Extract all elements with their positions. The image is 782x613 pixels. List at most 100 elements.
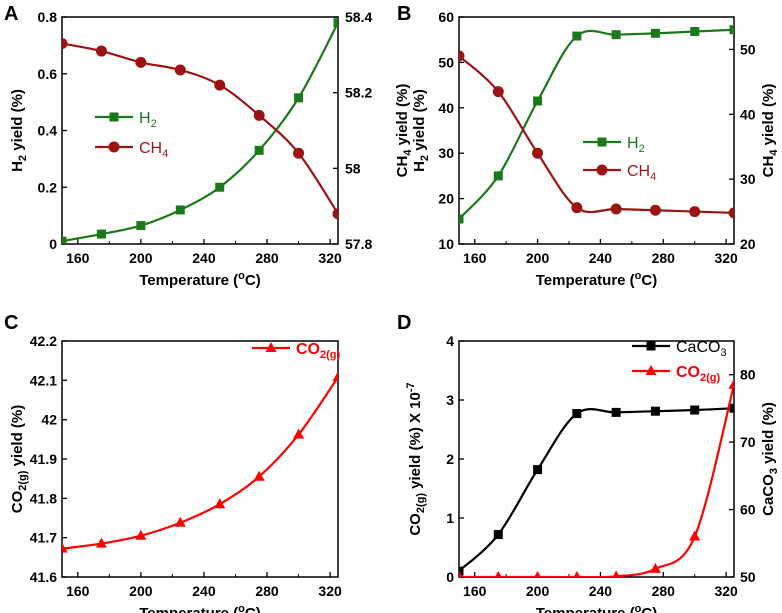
y-axis-label: CO2(g) yield (%) (9, 405, 29, 514)
legend-label: CaCO3 (676, 339, 727, 359)
x-tick-label: 280 (652, 583, 676, 599)
y-tick-label: 0.6 (38, 66, 58, 82)
y-tick-label: 41.8 (30, 490, 57, 506)
data-point (459, 566, 464, 576)
legend-entry: CH4 (583, 163, 656, 183)
legend-entry: H2 (583, 135, 645, 155)
series-ch4 (459, 50, 734, 219)
y-axis-label: H2 yield (%) (411, 89, 431, 172)
data-point (571, 202, 583, 214)
y2-tick-label: 58.2 (345, 85, 372, 101)
y-tick-label: 0.4 (38, 123, 58, 139)
series-line (459, 384, 734, 577)
data-point (332, 371, 338, 382)
data-point (650, 28, 660, 38)
legend-marker (597, 137, 607, 147)
x-tick-label: 320 (318, 250, 342, 266)
y-tick-label: 1 (446, 510, 454, 526)
data-point (62, 236, 67, 244)
data-point (459, 50, 465, 62)
data-point (690, 405, 700, 415)
x-tick-label: 320 (714, 250, 738, 266)
data-point (533, 96, 543, 106)
x-tick-label: 200 (129, 583, 153, 599)
legend-marker (596, 164, 608, 176)
panel-c: C 160 200 240 280 320 41.6 41.7 41.8 41.9 42 42.1 42… (4, 312, 342, 613)
legend-entry: CO2(g) (252, 341, 341, 361)
y2-axis-label: CH4 yield (%) (760, 84, 780, 178)
x-tick-label: 320 (318, 583, 342, 599)
data-point (534, 571, 541, 577)
x-tick-label: 280 (255, 250, 279, 266)
data-point (253, 109, 265, 121)
data-point (649, 204, 661, 216)
series-h2 (62, 18, 338, 244)
legend-label: CO2(g) (676, 364, 721, 384)
data-point (254, 145, 264, 155)
panel-b: B 160 200 240 280 320 10 20 30 40 50 60 20 30 40 50 Temp… (394, 3, 780, 289)
legend-label: H2 (139, 110, 157, 130)
panel-letter: C (4, 312, 18, 334)
x-tick-label: 200 (129, 250, 153, 266)
series-line (62, 376, 338, 550)
data-point (611, 407, 621, 417)
y-axis-label: CO2(g) yield (%) X 10-7 (405, 382, 427, 535)
legend-label: CH4 (627, 163, 656, 183)
data-point (214, 79, 226, 91)
data-point (610, 203, 622, 215)
legend-label: CO2(g) (296, 341, 341, 361)
legend-entry: H2 (95, 110, 157, 130)
y-tick-label: 30 (438, 145, 454, 161)
data-point (62, 37, 68, 49)
y-tick-label: 20 (438, 191, 454, 207)
y-axis-label: H2 yield (%) (9, 89, 29, 172)
x-tick-label: 320 (714, 583, 738, 599)
y-tick-label: 60 (438, 9, 454, 25)
y2-tick-label: 58.4 (345, 9, 372, 25)
plot-frame (458, 16, 735, 245)
y2-tick-label: 50 (740, 569, 756, 585)
x-tick-label: 200 (526, 583, 550, 599)
y2-tick-label: 58 (345, 160, 361, 176)
data-point (293, 428, 305, 439)
data-point (532, 147, 544, 159)
data-point (62, 542, 68, 553)
panel-letter: D (397, 312, 411, 334)
series-h2 (459, 25, 734, 224)
y-tick-label: 3 (446, 392, 454, 408)
x-tick-label: 280 (652, 250, 676, 266)
legend-entry: CH4 (95, 140, 168, 160)
data-point (611, 30, 621, 40)
y-tick-label: 41.6 (30, 569, 57, 585)
y2-tick-label: 80 (740, 367, 756, 383)
y2-tick-label: 70 (740, 434, 756, 450)
y2-tick-label: 20 (740, 236, 756, 252)
panel-d: D 160 200 240 280 320 0 1 2 3 4 50 60 70 80 Temperature… (397, 312, 780, 613)
data-point (459, 571, 463, 577)
data-point (332, 208, 338, 220)
data-point (689, 530, 701, 541)
x-axis-label: Temperature (oC) (139, 603, 260, 613)
y2-axis-label: CaCO3 yield (%) (760, 402, 780, 516)
y-tick-label: 10 (438, 236, 454, 252)
x-tick-label: 240 (589, 583, 613, 599)
data-point (175, 205, 185, 215)
y-tick-label: 42 (41, 412, 57, 428)
y-tick-label: 42.1 (30, 372, 57, 388)
y-tick-label: 40 (438, 100, 454, 116)
series-caco3 (459, 403, 734, 576)
series-ch4 (62, 37, 338, 220)
data-point (689, 206, 701, 218)
x-axis-label: Temperature (oC) (139, 270, 260, 289)
series-line (459, 28, 734, 220)
data-point (572, 409, 582, 419)
data-point (728, 207, 734, 219)
x-tick-label: 240 (589, 250, 613, 266)
data-point (650, 406, 660, 416)
data-point (174, 64, 186, 76)
data-point (494, 571, 502, 577)
legend-marker (265, 342, 277, 352)
data-point (215, 182, 225, 192)
y-tick-label: 4 (446, 333, 454, 349)
